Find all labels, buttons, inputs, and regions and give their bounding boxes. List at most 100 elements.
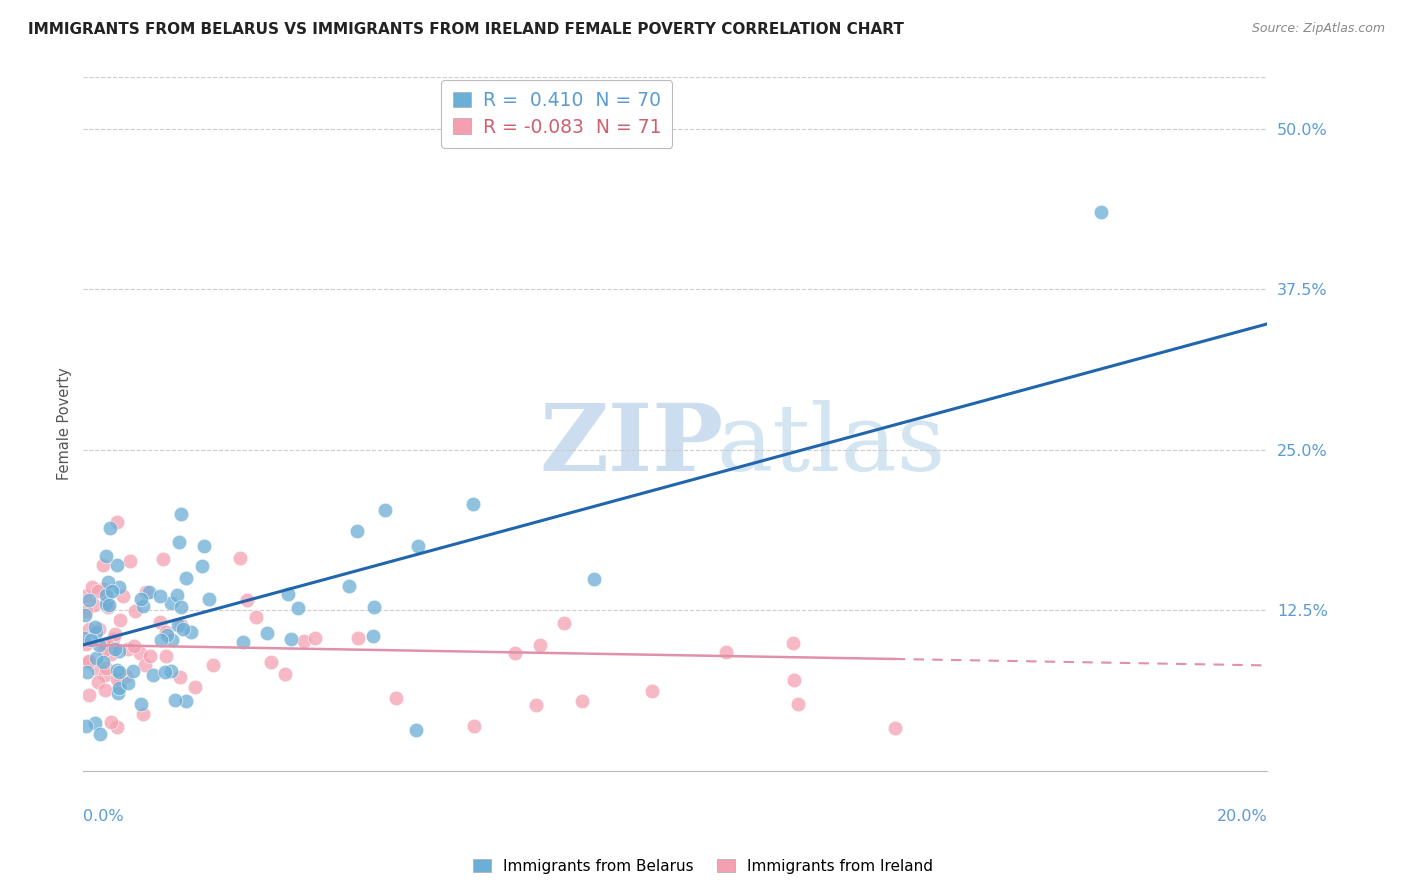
Point <box>141 668 163 682</box>
Point <box>524 698 547 712</box>
Point <box>94 549 117 563</box>
Point <box>87 638 110 652</box>
Point <box>91 558 114 573</box>
Point <box>156 628 179 642</box>
Point <box>84 624 107 639</box>
Point <box>89 623 111 637</box>
Point <box>107 580 129 594</box>
Point <box>245 609 267 624</box>
Point <box>274 666 297 681</box>
Point <box>176 572 198 586</box>
Point <box>75 608 97 623</box>
Point <box>408 539 430 553</box>
Point <box>883 721 905 735</box>
Point <box>105 515 128 529</box>
Point <box>75 604 97 618</box>
Point <box>77 593 100 607</box>
Point <box>228 551 250 566</box>
Point <box>280 632 302 646</box>
Point <box>100 647 122 661</box>
Point <box>304 632 326 646</box>
Point <box>583 572 606 586</box>
Text: IMMIGRANTS FROM BELARUS VS IMMIGRANTS FROM IRELAND FEMALE POVERTY CORRELATION CH: IMMIGRANTS FROM BELARUS VS IMMIGRANTS FR… <box>28 22 904 37</box>
Point <box>461 497 484 511</box>
Point <box>104 641 127 656</box>
Point <box>105 720 128 734</box>
Point <box>103 632 125 646</box>
Point <box>170 600 193 615</box>
Point <box>86 662 108 676</box>
Point <box>87 675 110 690</box>
Legend: Immigrants from Belarus, Immigrants from Ireland: Immigrants from Belarus, Immigrants from… <box>467 853 939 880</box>
Point <box>1090 205 1112 219</box>
Point <box>170 507 193 521</box>
Point <box>115 668 138 682</box>
Text: atlas: atlas <box>717 400 946 490</box>
Point <box>191 558 214 573</box>
Point <box>783 673 806 688</box>
Point <box>98 598 121 612</box>
Point <box>287 600 309 615</box>
Point <box>149 589 172 603</box>
Point <box>96 636 118 650</box>
Point <box>361 629 384 643</box>
Point <box>107 686 129 700</box>
Point <box>80 632 103 647</box>
Point <box>169 535 191 549</box>
Point <box>232 635 254 649</box>
Point <box>79 654 101 668</box>
Point <box>463 719 485 733</box>
Point <box>169 670 191 684</box>
Point <box>91 655 114 669</box>
Point <box>138 649 160 664</box>
Point <box>97 600 120 615</box>
Point <box>503 646 526 660</box>
Point <box>160 632 183 647</box>
Point <box>782 636 804 650</box>
Point <box>277 587 299 601</box>
Point <box>167 617 190 632</box>
Point <box>89 727 111 741</box>
Point <box>76 655 98 669</box>
Point <box>73 631 96 645</box>
Point <box>155 665 177 679</box>
Point <box>101 584 124 599</box>
Point <box>87 583 110 598</box>
Legend: R =  0.410  N = 70, R = -0.083  N = 71: R = 0.410 N = 70, R = -0.083 N = 71 <box>441 80 672 148</box>
Point <box>91 582 114 596</box>
Point <box>553 615 575 630</box>
Point <box>100 714 122 729</box>
Point <box>73 589 96 603</box>
Point <box>165 692 187 706</box>
Point <box>132 706 155 721</box>
Point <box>94 667 117 681</box>
Point <box>716 645 738 659</box>
Point <box>112 590 135 604</box>
Point <box>107 644 129 658</box>
Point <box>107 678 129 692</box>
Point <box>129 697 152 711</box>
Point <box>117 675 139 690</box>
Point <box>155 649 177 664</box>
Point <box>193 540 215 554</box>
Text: 20.0%: 20.0% <box>1216 809 1267 824</box>
Point <box>363 600 385 615</box>
Point <box>76 719 98 733</box>
Point <box>107 681 129 695</box>
Point <box>132 599 155 613</box>
Point <box>108 665 131 680</box>
Text: Source: ZipAtlas.com: Source: ZipAtlas.com <box>1251 22 1385 36</box>
Point <box>76 665 98 679</box>
Point <box>149 615 172 630</box>
Text: 0.0%: 0.0% <box>83 809 124 824</box>
Point <box>120 554 142 568</box>
Point <box>77 688 100 702</box>
Point <box>94 588 117 602</box>
Point <box>176 694 198 708</box>
Point <box>94 683 117 698</box>
Point <box>260 655 283 669</box>
Point <box>129 592 152 607</box>
Point <box>180 624 202 639</box>
Point <box>152 552 174 566</box>
Point <box>256 625 278 640</box>
